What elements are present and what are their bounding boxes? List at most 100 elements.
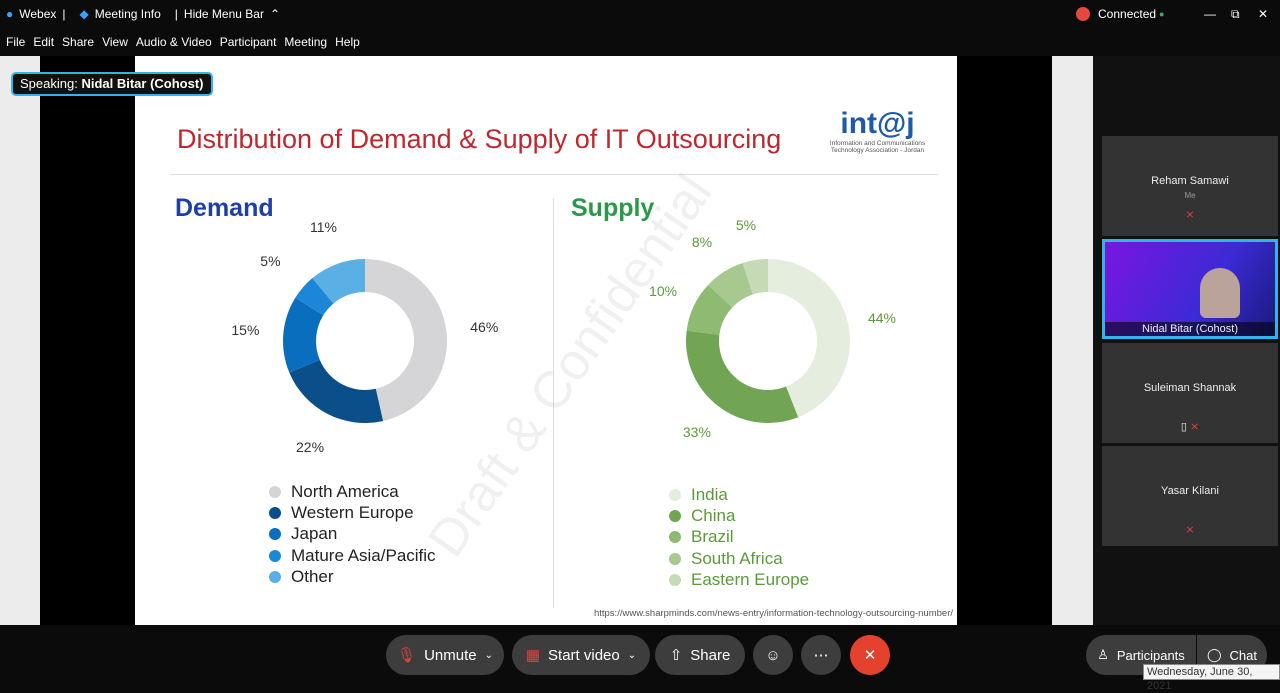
donut-slice-other (312, 259, 365, 304)
legend-item: Western Europe (269, 502, 436, 523)
shared-slide: Distribution of Demand & Supply of IT Ou… (135, 56, 957, 625)
menu-edit[interactable]: Edit (33, 35, 55, 49)
data-label: 44% (867, 310, 896, 327)
source-url[interactable]: https://www.sharpminds.com/news-entry/in… (593, 608, 953, 619)
unmute-button[interactable]: 🎙 Unmute ⌄ (386, 635, 504, 675)
hide-menu-bar-button[interactable]: Hide Menu Bar (183, 7, 264, 21)
mobile-device-icon: ▯ (1180, 421, 1187, 433)
legend-label: China (691, 505, 736, 525)
separator: | (62, 7, 66, 21)
legend-swatch (669, 573, 681, 586)
legend-label: India (691, 484, 728, 504)
legend-label: South Africa (691, 548, 783, 568)
restore-button[interactable]: ⧉ (1231, 6, 1240, 21)
menu-file[interactable]: File (6, 35, 26, 49)
legend-item: North America (269, 481, 436, 502)
share-icon: ⇧ (669, 647, 683, 664)
participant-tile[interactable]: Suleiman Shannak ▯ ⨯ (1102, 343, 1278, 443)
legend-label: Eastern Europe (691, 569, 810, 589)
donut-slice-india (768, 259, 850, 418)
separator: | (174, 7, 178, 21)
data-label: 15% (231, 322, 260, 339)
supply-heading: Supply (571, 194, 655, 222)
donut-slice-japan (283, 297, 324, 373)
slide-title: Distribution of Demand & Supply of IT Ou… (177, 124, 782, 154)
donut-charts (283, 259, 850, 423)
record-icon (1076, 7, 1090, 21)
participant-subtitle: Me (1184, 191, 1196, 200)
legend-swatch (669, 488, 681, 501)
participants-button[interactable]: ♙ Participants (1086, 635, 1196, 675)
leave-meeting-button[interactable]: ✕ (850, 635, 890, 675)
column-divider (553, 198, 554, 608)
legend-item: Mature Asia/Pacific (269, 545, 436, 566)
close-button[interactable]: ✕ (1258, 7, 1269, 21)
speaking-label: Speaking: (20, 76, 78, 91)
legend-item: Brazil (669, 527, 809, 548)
legend-swatch (269, 528, 281, 541)
legend-swatch (269, 485, 281, 498)
share-button[interactable]: ⇧ Share (655, 635, 745, 675)
reactions-button[interactable]: ☺ (753, 635, 793, 675)
participant-tile[interactable]: Reham Samawi Me ⨯ (1102, 136, 1278, 236)
muted-mic-icon: ⨯ (1185, 209, 1195, 221)
chevron-down-icon[interactable]: ⌄ (484, 649, 493, 661)
more-options-button[interactable]: ⋯ (801, 635, 841, 675)
menu-audio-video[interactable]: Audio & Video (135, 35, 212, 49)
menu-bar: File Edit Share View Audio & Video Parti… (0, 28, 1280, 56)
start-video-label: Start video (548, 646, 620, 664)
logo-text: int@j (840, 107, 915, 140)
start-video-button[interactable]: ▦ Start video ⌄ (512, 635, 650, 675)
menu-participant[interactable]: Participant (219, 35, 277, 49)
legend-label: Japan (291, 524, 338, 544)
muted-mic-icon: 🎙 (397, 647, 417, 664)
donut-slice-western-europe (289, 359, 384, 423)
logo-subtitle: Technology Association - Jordan (830, 147, 925, 154)
menu-view[interactable]: View (102, 35, 128, 49)
legend-item: India (669, 484, 809, 505)
menu-share[interactable]: Share (62, 35, 95, 49)
unmute-label: Unmute (424, 646, 477, 664)
demand-heading: Demand (175, 194, 274, 222)
legend-swatch (269, 549, 281, 562)
legend-label: Brazil (691, 527, 734, 547)
legend-swatch (269, 506, 281, 519)
participant-video-panel: Reham Samawi Me ⨯ Nidal Bitar (Cohost) Sul… (1093, 56, 1280, 625)
supply-legend: India China Brazil South Africa Eastern Euro… (669, 484, 809, 590)
donut-slice-south-africa (708, 263, 753, 308)
chevron-up-icon[interactable]: ⌃ (269, 7, 281, 21)
date-tooltip: Wednesday, June 30, 2021 (1143, 664, 1280, 692)
data-label: 5% (260, 253, 281, 270)
legend-item: Eastern Europe (669, 569, 809, 590)
intaj-logo: int@j Information and Communications Tec… (815, 107, 940, 155)
app-name: Webex (19, 7, 57, 21)
meeting-info-button[interactable]: Meeting Info (94, 7, 161, 21)
participant-video (1200, 268, 1240, 318)
status-dot-icon: ● (1159, 9, 1165, 19)
participant-tile[interactable]: Yasar Kilani ⨯ (1102, 446, 1278, 546)
participant-name: Yasar Kilani (1161, 485, 1219, 497)
donut-slice-china (686, 330, 799, 423)
legend-label: North America (291, 481, 399, 501)
demand-legend: North America Western Europe Japan Mature A… (269, 481, 436, 587)
donut-slice-mature-asia-pacific (295, 278, 334, 316)
legend-item: South Africa (669, 548, 809, 569)
minimize-button[interactable]: — (1204, 7, 1216, 21)
donut-slice-north-america (365, 259, 447, 421)
muted-mic-icon: ⨯ (1185, 524, 1195, 536)
share-label: Share (690, 646, 731, 664)
legend-item: Japan (269, 524, 436, 545)
legend-swatch (669, 531, 681, 544)
chat-label: Chat (1229, 647, 1258, 663)
participant-tile-active-speaker[interactable]: Nidal Bitar (Cohost) (1102, 239, 1278, 339)
legend-label: Western Europe (291, 502, 414, 522)
title-divider (170, 174, 938, 175)
legend-swatch (269, 570, 281, 583)
participant-name: Reham Samawi (1151, 175, 1229, 187)
chevron-down-icon[interactable]: ⌄ (627, 649, 637, 661)
menu-meeting[interactable]: Meeting (284, 35, 328, 49)
participant-name: Suleiman Shannak (1143, 382, 1237, 394)
menu-help[interactable]: Help (335, 35, 360, 49)
person-icon: ♙ (1097, 647, 1109, 662)
speaker-name: Nidal Bitar (Cohost) (81, 76, 204, 91)
